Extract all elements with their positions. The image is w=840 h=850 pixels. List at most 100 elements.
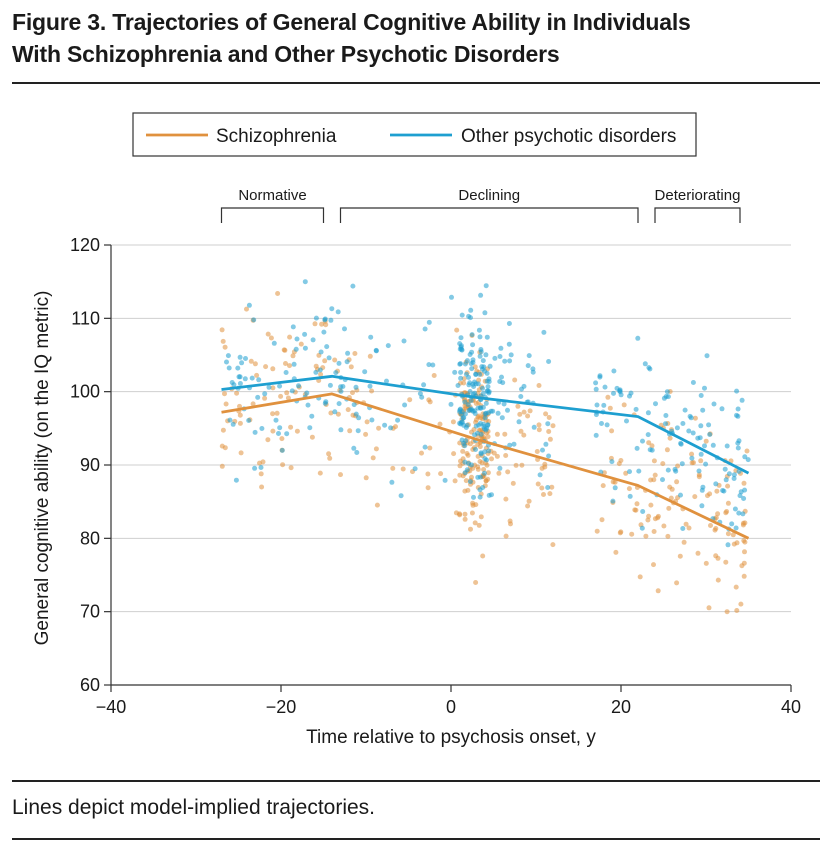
schizophrenia-point xyxy=(536,383,542,388)
schizophrenia-point xyxy=(485,434,491,440)
other-psychotic-point xyxy=(499,374,504,380)
other-psychotic-point xyxy=(699,487,705,493)
other-psychotic-point xyxy=(384,378,389,384)
other-psychotic-point xyxy=(321,329,327,335)
other-psychotic-point xyxy=(731,476,737,481)
other-psychotic-point xyxy=(302,345,308,351)
schizophrenia-point xyxy=(739,563,745,569)
other-psychotic-point xyxy=(473,371,479,377)
other-psychotic-point xyxy=(726,471,732,477)
other-psychotic-point xyxy=(231,382,237,388)
other-psychotic-point xyxy=(421,382,427,388)
other-psychotic-point xyxy=(471,384,477,389)
other-psychotic-point xyxy=(350,283,356,289)
schizophrenia-point xyxy=(238,450,244,456)
other-psychotic-point xyxy=(703,461,709,467)
other-psychotic-point xyxy=(489,492,494,498)
schizophrenia-point xyxy=(407,397,413,403)
other-psychotic-point xyxy=(478,451,484,457)
other-psychotic-point xyxy=(594,402,600,408)
other-psychotic-point xyxy=(458,335,464,341)
other-psychotic-point xyxy=(246,302,252,308)
x-tick-label: 0 xyxy=(446,697,456,717)
other-psychotic-point xyxy=(545,421,551,427)
other-psychotic-point xyxy=(354,450,360,455)
schizophrenia-point xyxy=(485,470,491,476)
other-psychotic-point xyxy=(721,488,727,494)
schizophrenia-point xyxy=(725,531,731,537)
other-psychotic-point xyxy=(237,381,243,386)
schizophrenia-point xyxy=(270,428,276,434)
other-psychotic-point xyxy=(323,399,329,405)
other-psychotic-point xyxy=(735,445,741,451)
legend-label-schizophrenia: Schizophrenia xyxy=(216,126,337,147)
other-psychotic-point xyxy=(735,413,741,419)
other-psychotic-point xyxy=(722,466,728,472)
other-psychotic-point xyxy=(475,430,480,436)
schizophrenia-point xyxy=(502,431,508,437)
other-psychotic-point xyxy=(593,432,599,438)
other-psychotic-point xyxy=(733,525,739,531)
schizophrenia-point xyxy=(539,485,545,491)
other-psychotic-points xyxy=(224,279,751,548)
schizophrenia-point xyxy=(610,479,616,485)
other-psychotic-point xyxy=(296,383,301,389)
other-psychotic-point xyxy=(739,397,745,403)
schizophrenia-point xyxy=(517,411,523,417)
other-psychotic-point xyxy=(686,428,692,434)
schizophrenia-point xyxy=(222,344,228,350)
other-psychotic-point xyxy=(336,401,342,407)
other-psychotic-point xyxy=(711,401,717,407)
schizophrenia-point xyxy=(617,530,623,536)
schizophrenia-point xyxy=(282,347,288,353)
other-psychotic-point xyxy=(368,334,374,340)
other-psychotic-point xyxy=(477,353,483,359)
schizophrenia-point xyxy=(607,405,613,411)
other-psychotic-point xyxy=(302,279,308,285)
other-psychotic-point xyxy=(635,335,641,341)
schizophrenia-point xyxy=(278,393,284,399)
other-psychotic-point xyxy=(480,485,486,490)
other-psychotic-point xyxy=(663,413,669,418)
schizophrenia-point xyxy=(283,361,288,366)
other-psychotic-point xyxy=(680,421,686,426)
other-psychotic-point xyxy=(646,365,652,371)
schizophrenia-point xyxy=(550,542,556,548)
other-psychotic-point xyxy=(313,369,319,375)
schizophrenia-point xyxy=(651,529,657,534)
other-psychotic-point xyxy=(505,407,510,413)
x-tick-label: −20 xyxy=(266,697,297,717)
other-psychotic-point xyxy=(256,377,262,383)
other-psychotic-point xyxy=(687,413,693,419)
other-psychotic-point xyxy=(329,306,335,312)
schizophrenia-point xyxy=(536,427,542,433)
schizophrenia-point xyxy=(460,448,466,454)
other-psychotic-point xyxy=(332,409,338,415)
schizophrenia-point xyxy=(284,390,290,396)
schizophrenia-point xyxy=(318,371,324,377)
schizophrenia-point xyxy=(723,559,729,565)
schizophrenia-point xyxy=(370,455,376,461)
schizophrenia-point xyxy=(665,533,671,539)
other-psychotic-point xyxy=(362,369,368,375)
other-psychotic-point xyxy=(373,348,379,354)
other-psychotic-point xyxy=(477,334,483,340)
other-psychotic-point xyxy=(318,349,324,355)
schizophrenia-point xyxy=(519,462,525,468)
other-psychotic-point xyxy=(740,511,746,517)
schizophrenia-point xyxy=(742,520,748,526)
other-psychotic-point xyxy=(642,361,648,367)
schizophrenia-point xyxy=(686,525,692,531)
phase-label: Normative xyxy=(238,187,306,204)
other-psychotic-point xyxy=(516,419,522,425)
schizophrenia-point xyxy=(505,469,511,475)
other-psychotic-point xyxy=(507,358,513,364)
chart: Normative Declining Deteriorating 60 70 80 90… xyxy=(32,112,801,748)
other-psychotic-point xyxy=(243,356,248,361)
schizophrenia-point xyxy=(328,410,334,416)
other-psychotic-point xyxy=(634,445,640,451)
other-psychotic-point xyxy=(227,417,233,423)
other-psychotic-point xyxy=(546,453,552,459)
schizophrenia-point xyxy=(667,484,673,490)
other-psychotic-point xyxy=(680,526,686,531)
